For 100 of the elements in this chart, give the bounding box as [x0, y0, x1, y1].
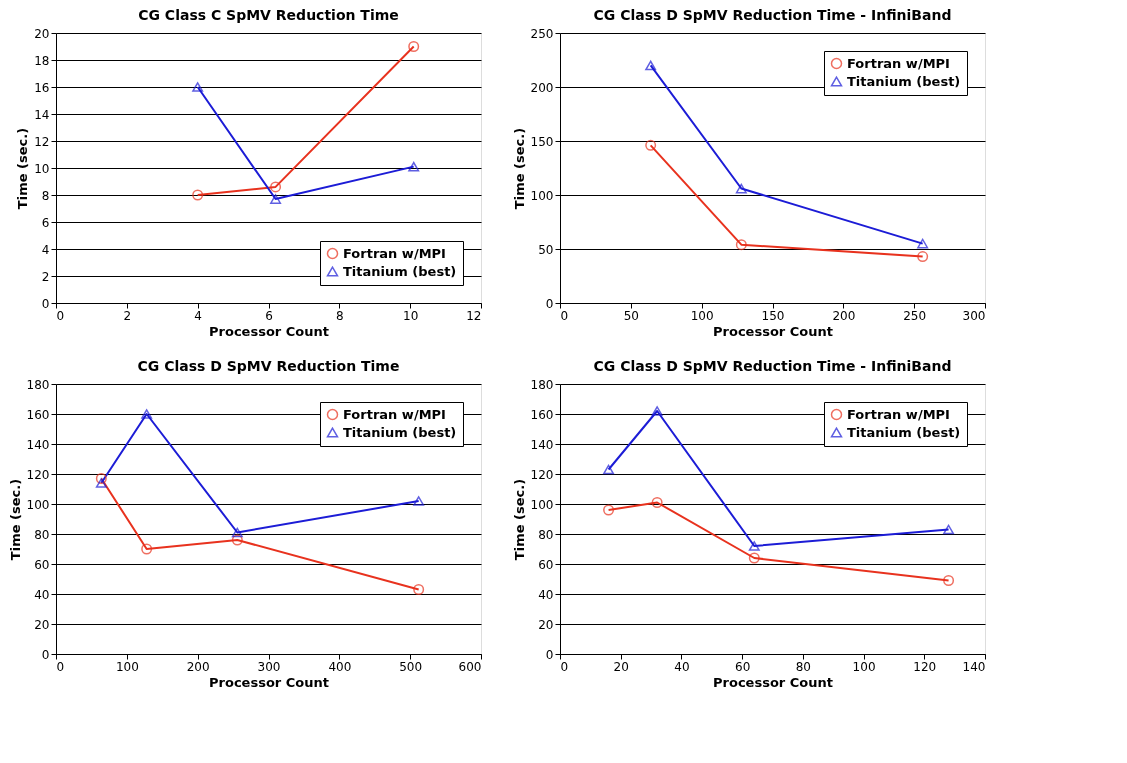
point — [603, 464, 615, 475]
point — [408, 161, 420, 172]
y-tick-label: 140 — [530, 437, 554, 452]
x-tick-label: 80 — [795, 659, 811, 674]
y-tick-label: 160 — [26, 407, 50, 422]
x-tick-label: 300 — [962, 308, 986, 323]
y-axis-title: Time (sec.) — [511, 478, 527, 561]
y-tick-label: 180 — [530, 377, 554, 392]
y-tick-label: 20 — [34, 617, 50, 632]
point — [943, 575, 955, 586]
x-tick-label: 12 — [466, 308, 482, 323]
y-tick-label: 14 — [34, 107, 50, 122]
y-tick-label: 100 — [26, 497, 50, 512]
x-tick-label: 40 — [674, 659, 690, 674]
point — [141, 543, 153, 555]
x-tick-label: 140 — [962, 659, 986, 674]
point — [917, 238, 929, 249]
point — [645, 139, 657, 151]
x-tick-label: 500 — [399, 659, 423, 674]
point — [192, 82, 204, 92]
x-axis-title: Processor Count — [713, 674, 833, 690]
y-tick-label: 0 — [545, 296, 554, 311]
x-tick-label: 100 — [115, 659, 139, 674]
x-tick-label: 8 — [336, 308, 344, 323]
point — [748, 552, 760, 564]
legend-label: Fortran w/MPI — [847, 406, 950, 422]
x-tick-label: 6 — [265, 308, 273, 323]
chart-title: CG Class C SpMV Reduction Time — [138, 7, 399, 23]
y-tick-label: 80 — [538, 527, 554, 542]
point — [141, 409, 153, 419]
legend-label: Titanium (best) — [343, 424, 457, 440]
chart-title: CG Class D SpMV Reduction Time - InfiniBand — [593, 358, 952, 374]
y-tick-label: 100 — [530, 188, 554, 203]
x-tick-label: 200 — [832, 308, 856, 323]
x-tick-label: 150 — [761, 308, 785, 323]
y-tick-label: 20 — [538, 617, 554, 632]
y-tick-label: 0 — [41, 647, 50, 662]
point — [943, 524, 955, 535]
x-tick-label: 400 — [328, 659, 352, 674]
y-tick-label: 60 — [538, 557, 554, 572]
x-tick-label: 10 — [403, 308, 419, 323]
x-tick-label: 2 — [123, 308, 132, 323]
x-tick-label: 20 — [613, 659, 629, 674]
point — [603, 504, 615, 516]
point — [95, 473, 107, 484]
y-tick-label: 180 — [26, 377, 50, 392]
y-tick-label: 160 — [530, 407, 554, 422]
y-tick-label: 16 — [34, 80, 50, 95]
x-axis-title: Processor Count — [713, 323, 833, 339]
x-tick-label: 0 — [56, 659, 65, 674]
chart-title: CG Class D SpMV Reduction Time - InfiniBand — [593, 7, 952, 23]
point — [651, 497, 663, 508]
y-axis-title: Time (sec.) — [511, 127, 527, 210]
point — [408, 41, 420, 52]
x-tick-label: 60 — [735, 659, 751, 674]
y-tick-label: 40 — [538, 587, 554, 602]
y-tick-label: 40 — [34, 587, 50, 602]
legend-label: Titanium (best) — [847, 424, 961, 440]
x-tick-label: 50 — [623, 308, 639, 323]
y-tick-label: 0 — [41, 296, 50, 311]
x-tick-label: 100 — [690, 308, 714, 323]
point — [270, 194, 282, 204]
y-tick-label: 8 — [41, 188, 50, 203]
x-axis-title: Processor Count — [209, 323, 329, 339]
y-tick-label: 20 — [34, 26, 50, 41]
y-tick-label: 6 — [41, 215, 50, 230]
y-tick-label: 140 — [26, 437, 50, 452]
y-tick-label: 4 — [41, 242, 50, 257]
x-tick-label: 0 — [560, 659, 569, 674]
point — [735, 183, 747, 194]
y-tick-label: 100 — [530, 497, 554, 512]
point — [231, 534, 243, 546]
point — [651, 406, 663, 416]
point — [231, 527, 243, 538]
point — [917, 251, 929, 263]
y-tick-label: 50 — [538, 242, 554, 257]
y-tick-label: 200 — [530, 80, 554, 95]
point — [645, 60, 657, 71]
x-tick-label: 4 — [194, 308, 202, 323]
y-tick-label: 150 — [530, 134, 554, 149]
x-tick-label: 600 — [458, 659, 482, 674]
y-tick-label: 10 — [34, 161, 50, 176]
x-axis-title: Processor Count — [209, 674, 329, 690]
legend-label: Fortran w/MPI — [343, 245, 446, 261]
y-tick-label: 60 — [34, 557, 50, 572]
point — [413, 584, 425, 595]
y-tick-label: 18 — [34, 53, 50, 68]
y-tick-label: 80 — [34, 527, 50, 542]
y-tick-label: 0 — [545, 647, 554, 662]
chart-title: CG Class D SpMV Reduction Time — [137, 358, 400, 374]
x-tick-label: 300 — [257, 659, 281, 674]
point — [192, 189, 204, 201]
legend-label: Titanium (best) — [343, 263, 457, 279]
y-tick-label: 250 — [530, 26, 554, 41]
point — [270, 181, 282, 193]
x-tick-label: 120 — [913, 659, 937, 674]
x-tick-label: 0 — [56, 308, 65, 323]
legend-label: Fortran w/MPI — [343, 406, 446, 422]
legend-label: Titanium (best) — [847, 73, 961, 89]
point — [413, 496, 425, 506]
